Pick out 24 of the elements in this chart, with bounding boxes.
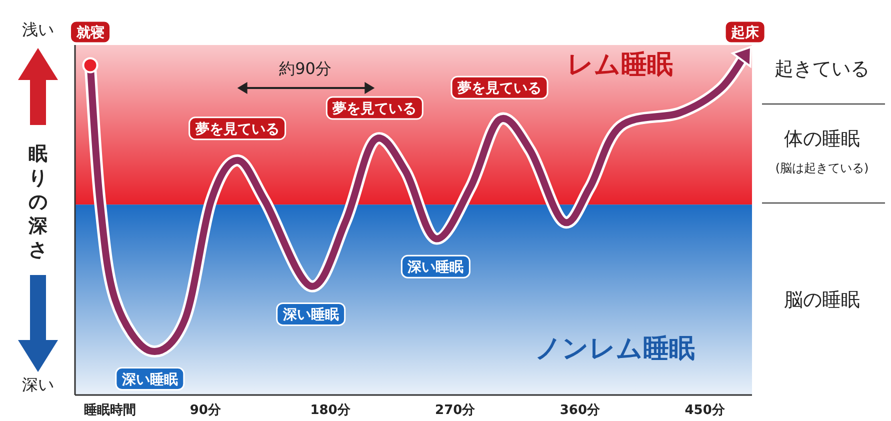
text: 体の睡眠 <box>784 128 860 150</box>
x-tick-label: 180分 <box>310 403 352 418</box>
x-tick-label: 90分 <box>190 403 222 418</box>
annotation: 夢を見ている <box>458 80 542 97</box>
x-axis-title: 睡眠時間 <box>84 402 136 418</box>
text: 深い <box>22 375 54 394</box>
text: 脳の睡眠 <box>784 289 860 311</box>
band-label: ノンレム睡眠 <box>535 334 695 364</box>
annotation: 深い睡眠 <box>120 372 178 388</box>
annotation: 夢を見ている <box>332 101 417 117</box>
annotation: 約90分 <box>279 59 332 78</box>
text: 起きている <box>774 58 870 80</box>
x-tick-label: 360分 <box>560 403 602 418</box>
x-tick-label: 450分 <box>684 403 726 418</box>
y-axis-title: 眠りの深さ <box>28 143 48 261</box>
annotation: 起床 <box>730 24 760 41</box>
x-tick-label: 270分 <box>435 403 476 418</box>
annotation: 深い睡眠 <box>406 260 464 276</box>
annotation: 深い睡眠 <box>282 307 339 324</box>
annotation: 夢を見ている <box>195 121 280 138</box>
annotation: 就寝 <box>75 24 104 41</box>
text: (脳は起きている) <box>775 161 869 175</box>
band-label: レム睡眠 <box>567 50 673 80</box>
text: 浅い <box>22 20 54 39</box>
